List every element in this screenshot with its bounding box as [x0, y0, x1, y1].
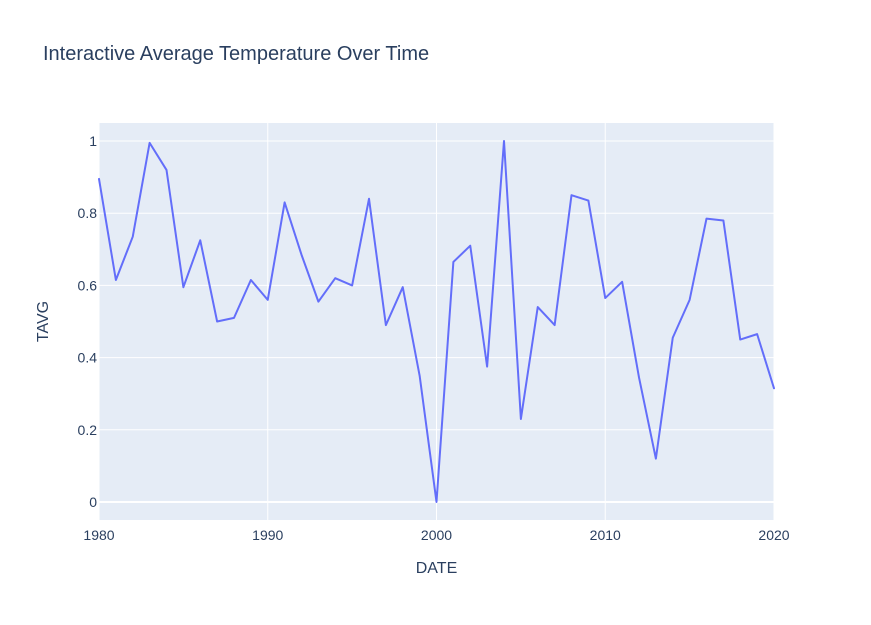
- data-point[interactable]: [195, 235, 205, 245]
- chart-title: Interactive Average Temperature Over Tim…: [43, 43, 429, 65]
- data-point[interactable]: [702, 214, 712, 224]
- data-point[interactable]: [735, 335, 745, 345]
- data-point[interactable]: [212, 317, 222, 327]
- x-tick-label: 2020: [758, 527, 789, 543]
- y-tick-label: 0.4: [78, 350, 98, 366]
- data-point[interactable]: [718, 215, 728, 225]
- data-point[interactable]: [651, 454, 661, 464]
- data-point[interactable]: [145, 138, 155, 148]
- data-point[interactable]: [583, 196, 593, 206]
- data-point[interactable]: [533, 302, 543, 312]
- data-point[interactable]: [432, 497, 442, 507]
- x-axis-title: DATE: [416, 560, 457, 577]
- x-tick-label: 1990: [252, 527, 283, 543]
- data-point[interactable]: [550, 320, 560, 330]
- data-point[interactable]: [297, 250, 307, 260]
- data-point[interactable]: [668, 333, 678, 343]
- data-point[interactable]: [685, 295, 695, 305]
- data-point[interactable]: [178, 282, 188, 292]
- data-point[interactable]: [111, 275, 121, 285]
- grid-layer: [98, 123, 775, 520]
- y-tick-label: 0.6: [78, 277, 98, 293]
- y-axis-title: TAVG: [35, 301, 52, 342]
- data-point[interactable]: [516, 414, 526, 424]
- x-tick-label: 2000: [421, 527, 452, 543]
- data-point[interactable]: [263, 295, 273, 305]
- tick-labels: 1980 1990 2000 2010 2020 0 0.2 0.4 0.6 0.8 1: [78, 133, 790, 543]
- data-point[interactable]: [415, 371, 425, 381]
- data-point[interactable]: [162, 165, 172, 175]
- data-point[interactable]: [600, 293, 610, 303]
- data-point[interactable]: [567, 190, 577, 200]
- data-point[interactable]: [229, 313, 239, 323]
- data-point[interactable]: [465, 241, 475, 251]
- series-line[interactable]: [98, 140, 775, 503]
- data-point[interactable]: [448, 257, 458, 267]
- data-point[interactable]: [617, 277, 627, 287]
- data-point[interactable]: [313, 297, 323, 307]
- x-tick-label: 2010: [590, 527, 621, 543]
- data-point[interactable]: [482, 362, 492, 372]
- data-point[interactable]: [769, 383, 779, 393]
- series-layer: [94, 136, 779, 507]
- data-point[interactable]: [381, 320, 391, 330]
- y-tick-label: 1: [89, 133, 97, 149]
- data-point[interactable]: [94, 174, 104, 184]
- data-point[interactable]: [398, 282, 408, 292]
- data-point[interactable]: [128, 232, 138, 242]
- data-point[interactable]: [499, 136, 509, 146]
- data-point[interactable]: [364, 194, 374, 204]
- data-point[interactable]: [330, 273, 340, 283]
- data-point[interactable]: [634, 372, 644, 382]
- data-point[interactable]: [280, 197, 290, 207]
- data-point[interactable]: [752, 329, 762, 339]
- y-tick-label: 0: [89, 494, 97, 510]
- y-tick-label: 0.2: [78, 422, 98, 438]
- data-point[interactable]: [347, 280, 357, 290]
- y-tick-label: 0.8: [78, 205, 98, 221]
- data-point[interactable]: [246, 275, 256, 285]
- x-tick-label: 1980: [83, 527, 114, 543]
